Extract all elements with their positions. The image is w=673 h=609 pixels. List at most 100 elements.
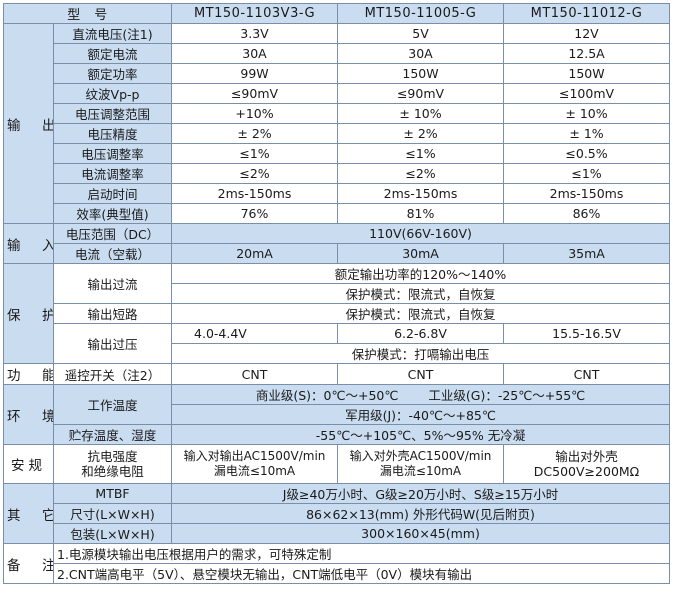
- input-current-label: 电流（空载）: [52, 243, 173, 264]
- other-row: 尺寸(L×W×H) 86×62×13(mm) 外形代码W(见后附页): [4, 503, 671, 524]
- safety-input-output-line1: 输入对输出AC1500V/min: [183, 449, 326, 463]
- environment-category: 环 境: [3, 384, 54, 445]
- model-3: MT150-11012-G: [503, 3, 671, 24]
- temp-industrial: 工业级(G)：-25℃～+55℃: [428, 388, 586, 403]
- output-category: 输 出: [3, 23, 54, 224]
- output-value: ≤100mV: [503, 83, 671, 104]
- remote-switch-value: CNT: [171, 363, 339, 385]
- output-value: 150W: [503, 63, 671, 84]
- overvoltage-value: 15.5-16.5V: [503, 323, 671, 344]
- output-row: 额定电流 30A 30A 12.5A: [4, 43, 671, 64]
- dielectric-label-line2: 和绝缘电阻: [81, 464, 144, 479]
- input-voltage-label: 电压范围（DC）: [52, 223, 173, 244]
- protection-category: 保 护: [3, 263, 54, 364]
- model-2: MT150-11005-G: [337, 3, 505, 24]
- environment-row: 贮存温度、湿度 -55℃～+105℃、5%～95% 无冷凝: [4, 424, 671, 445]
- output-value: +10%: [171, 103, 339, 124]
- output-value: 81%: [337, 203, 505, 224]
- output-value: ± 2%: [171, 123, 339, 144]
- overcurrent-range: 额定输出功率的120%～140%: [171, 263, 671, 284]
- output-label: 电压调整率: [52, 143, 173, 164]
- safety-output-case-line2: DC500V≥200MΩ: [533, 464, 640, 479]
- safety-output-case-line1: 输出对外壳: [555, 449, 618, 464]
- output-row: 电压调整范围 +10% ± 10% ± 10%: [4, 103, 671, 124]
- pack-value: 300×160×45(mm): [171, 523, 671, 544]
- output-value: 3.3V: [171, 23, 339, 44]
- safety-input-output-line2: 漏电流≤10mA: [213, 464, 296, 478]
- output-row: 电压调整率 ≤1% ≤1% ≤0.5%: [4, 143, 671, 164]
- output-label: 启动时间: [52, 183, 173, 204]
- output-value: 12V: [503, 23, 671, 44]
- mtbf-label: MTBF: [52, 483, 173, 504]
- function-category: 功 能: [3, 363, 54, 385]
- output-value: ≤2%: [337, 163, 505, 184]
- output-value: ≤1%: [171, 143, 339, 164]
- other-category: 其 它: [3, 483, 54, 544]
- output-value: 12.5A: [503, 43, 671, 64]
- storage-value: -55℃～+105℃、5%～95% 无冷凝: [171, 424, 671, 445]
- size-label: 尺寸(L×W×H): [52, 503, 173, 524]
- overvoltage-value: 4.0-4.4V: [171, 323, 339, 344]
- output-label: 电流调整率: [52, 163, 173, 184]
- short-label: 输出短路: [52, 303, 173, 324]
- notes-row: 备 注 1.电源模块输出电压根据用户的需求，可特殊定制: [3, 543, 671, 584]
- safety-input-case-line1: 输入对外壳AC1500V/min: [349, 449, 492, 463]
- environment-row: 环 境 工作温度 商业级(S)：0℃～+50℃ 工业级(G)：-25℃～+55℃: [3, 384, 671, 445]
- remote-switch-label: 遥控开关（注2）: [52, 363, 173, 385]
- input-current-value: 20mA: [171, 243, 339, 264]
- output-value: ± 10%: [503, 103, 671, 124]
- input-category: 输 入: [3, 223, 54, 264]
- note-2: 2.CNT端高电平（5V）、悬空模块无输出，CNT端低电平（0V）模块有输出: [52, 563, 671, 584]
- output-value: 30A: [171, 43, 339, 64]
- output-row: 效率(典型值) 76% 81% 86%: [4, 203, 671, 224]
- output-value: ± 2%: [337, 123, 505, 144]
- spec-sheet: 型 号 MT150-1103V3-G MT150-11005-G MT150-1…: [2, 3, 671, 606]
- overvoltage-mode: 保护模式：打嗝输出电压: [171, 343, 671, 364]
- output-value: ± 10%: [337, 103, 505, 124]
- output-value: 76%: [171, 203, 339, 224]
- output-row: 启动时间 2ms-150ms 2ms-150ms 2ms-150ms: [4, 183, 671, 204]
- pack-label: 包装(L×W×H): [52, 523, 173, 544]
- output-label: 纹波Vp-p: [52, 83, 173, 104]
- spec-table: 型 号 MT150-1103V3-G MT150-11005-G MT150-1…: [2, 3, 671, 584]
- input-current-value: 30mA: [337, 243, 505, 264]
- output-row: 电压精度 ± 2% ± 2% ± 1%: [4, 123, 671, 144]
- safety-input-output: 输入对输出AC1500V/min 漏电流≤10mA: [171, 444, 339, 484]
- output-value: 99W: [171, 63, 339, 84]
- safety-output-case: 输出对外壳 DC500V≥200MΩ: [503, 444, 671, 484]
- notes-row: 2.CNT端高电平（5V）、悬空模块无输出，CNT端低电平（0V）模块有输出: [4, 563, 671, 584]
- protection-row: 输出短路 保护模式：限流式，自恢复: [4, 303, 671, 324]
- dielectric-label: 抗电强度 和绝缘电阻: [52, 444, 173, 484]
- output-label: 电压精度: [52, 123, 173, 144]
- output-value: 86%: [503, 203, 671, 224]
- protection-row: 输出过压 4.0-4.4V 6.2-6.8V 15.5-16.5V: [4, 323, 671, 364]
- other-row: 其 它 MTBF J级≥40万小时、G级≥20万小时、S级≥15万小时: [3, 483, 671, 544]
- temp-commercial: 商业级(S)：0℃～+50℃: [255, 388, 399, 403]
- output-value: ≤90mV: [171, 83, 339, 104]
- header-row: 型 号 MT150-1103V3-G MT150-11005-G MT150-1…: [2, 3, 671, 24]
- output-label: 直流电压(注1): [52, 23, 173, 44]
- output-row: 输 出 直流电压(注1) 3.3V 5V 12V: [3, 23, 671, 224]
- safety-input-case: 输入对外壳AC1500V/min 漏电流≤10mA: [337, 444, 505, 484]
- operating-temp-grades: 商业级(S)：0℃～+50℃ 工业级(G)：-25℃～+55℃: [171, 384, 671, 405]
- output-value: ≤0.5%: [503, 143, 671, 164]
- short-mode: 保护模式：限流式，自恢复: [171, 303, 671, 324]
- output-row: 电流调整率 ≤2% ≤2% ≤1%: [4, 163, 671, 184]
- type-label: 型 号: [2, 3, 173, 24]
- output-value: 2ms-150ms: [171, 183, 339, 204]
- output-label: 额定电流: [52, 43, 173, 64]
- input-voltage-row: 输 入 电压范围（DC） 110V(66V-160V): [3, 223, 671, 264]
- model-1: MT150-1103V3-G: [171, 3, 339, 24]
- notes-category: 备 注: [3, 543, 54, 584]
- remote-switch-value: CNT: [337, 363, 505, 385]
- overcurrent-mode: 保护模式：限流式，自恢复: [171, 283, 671, 304]
- safety-row: 安规 抗电强度 和绝缘电阻 输入对输出AC1500V/min 漏电流≤10mA …: [3, 444, 671, 484]
- output-value: ≤2%: [171, 163, 339, 184]
- output-value: 5V: [337, 23, 505, 44]
- output-label: 额定功率: [52, 63, 173, 84]
- safety-category: 安规: [3, 444, 54, 484]
- dielectric-label-line1: 抗电强度: [87, 449, 138, 464]
- input-current-value: 35mA: [503, 243, 671, 264]
- output-value: 150W: [337, 63, 505, 84]
- safety-input-case-line2: 漏电流≤10mA: [379, 464, 462, 478]
